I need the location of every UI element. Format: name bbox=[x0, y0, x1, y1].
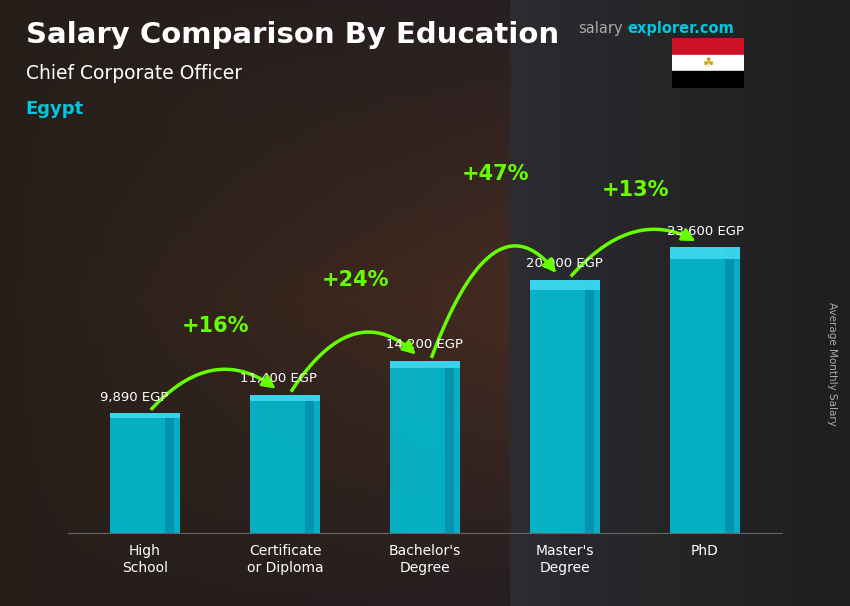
Bar bbox=[670, 247, 740, 533]
Text: explorer.com: explorer.com bbox=[627, 21, 734, 36]
Bar bbox=[250, 395, 320, 533]
Text: 23,600 EGP: 23,600 EGP bbox=[667, 225, 745, 238]
Text: +47%: +47% bbox=[462, 164, 529, 184]
Text: ☘: ☘ bbox=[702, 56, 713, 70]
Bar bbox=[586, 280, 593, 533]
Bar bbox=[110, 413, 180, 533]
Text: 11,400 EGP: 11,400 EGP bbox=[241, 373, 317, 385]
Bar bbox=[305, 395, 314, 533]
Bar bbox=[672, 55, 744, 72]
Bar bbox=[530, 280, 600, 290]
Bar bbox=[165, 413, 173, 533]
Bar bbox=[670, 247, 740, 259]
Text: Egypt: Egypt bbox=[26, 100, 84, 118]
Bar bbox=[725, 247, 734, 533]
Bar bbox=[390, 361, 460, 368]
Text: 14,200 EGP: 14,200 EGP bbox=[386, 339, 462, 351]
Text: +13%: +13% bbox=[601, 180, 669, 200]
Text: +16%: +16% bbox=[181, 316, 249, 336]
Text: 9,890 EGP: 9,890 EGP bbox=[100, 391, 168, 404]
Text: Chief Corporate Officer: Chief Corporate Officer bbox=[26, 64, 241, 82]
Bar bbox=[110, 413, 180, 418]
Bar bbox=[250, 395, 320, 401]
Text: Average Monthly Salary: Average Monthly Salary bbox=[827, 302, 837, 425]
Bar bbox=[672, 38, 744, 55]
Text: salary: salary bbox=[578, 21, 622, 36]
Bar bbox=[445, 361, 454, 533]
Text: Salary Comparison By Education: Salary Comparison By Education bbox=[26, 21, 558, 49]
Text: 20,900 EGP: 20,900 EGP bbox=[526, 258, 603, 270]
Bar bbox=[390, 361, 460, 533]
Bar bbox=[672, 72, 744, 88]
Bar bbox=[530, 280, 600, 533]
Text: +24%: +24% bbox=[321, 270, 388, 290]
